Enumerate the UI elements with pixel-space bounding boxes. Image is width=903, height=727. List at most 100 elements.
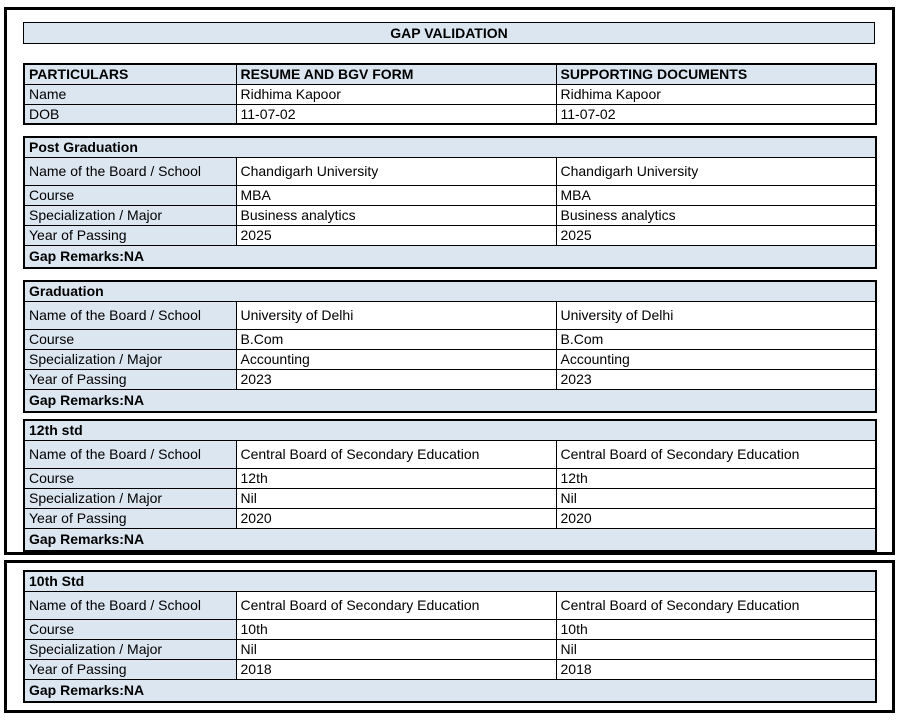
- table-row: Specialization / Major Business analytic…: [23, 204, 877, 226]
- board-resume-value: Central Board of Secondary Education: [235, 590, 557, 620]
- field-label-year: Year of Passing: [23, 368, 237, 390]
- field-label-board: Name of the Board / School: [23, 156, 237, 186]
- table-row: Specialization / Major Nil Nil: [23, 487, 877, 509]
- year-supporting-value: 2025: [555, 224, 877, 246]
- table-row: Name of the Board / School Central Board…: [23, 590, 877, 620]
- table-row: DOB 11-07-02 11-07-02: [23, 103, 877, 125]
- field-label-board: Name of the Board / School: [23, 300, 237, 330]
- column-header-particulars: PARTICULARS: [23, 63, 237, 85]
- specialization-supporting-value: Business analytics: [555, 204, 877, 226]
- specialization-supporting-value: Nil: [555, 638, 877, 660]
- field-label-dob: DOB: [23, 103, 237, 125]
- year-resume-value: 2020: [235, 507, 557, 529]
- table-row: Specialization / Major Accounting Accoun…: [23, 348, 877, 370]
- table-row: Specialization / Major Nil Nil: [23, 638, 877, 660]
- page-title: GAP VALIDATION: [23, 22, 875, 44]
- field-label-name: Name: [23, 83, 237, 105]
- specialization-resume-value: Nil: [235, 638, 557, 660]
- course-supporting-value: B.Com: [555, 328, 877, 350]
- field-label-year: Year of Passing: [23, 224, 237, 246]
- field-label-board: Name of the Board / School: [23, 439, 237, 469]
- specialization-resume-value: Nil: [235, 487, 557, 509]
- column-header-supporting: SUPPORTING DOCUMENTS: [555, 63, 877, 85]
- board-resume-value: Chandigarh University: [235, 156, 557, 186]
- year-supporting-value: 2018: [555, 658, 877, 680]
- specialization-resume-value: Accounting: [235, 348, 557, 370]
- section-table-12th-std: 12th std Name of the Board / School Cent…: [23, 419, 878, 552]
- board-resume-value: Central Board of Secondary Education: [235, 439, 557, 469]
- section-header-row: Graduation: [23, 280, 877, 302]
- field-label-year: Year of Passing: [23, 658, 237, 680]
- main-document-frame: GAP VALIDATION PARTICULARS RESUME AND BG…: [4, 7, 895, 555]
- table-row: Course 12th 12th: [23, 467, 877, 489]
- board-supporting-value: Central Board of Secondary Education: [555, 439, 877, 469]
- board-resume-value: University of Delhi: [235, 300, 557, 330]
- section-table-10th-std: 10th Std Name of the Board / School Cent…: [23, 570, 878, 703]
- column-header-resume: RESUME AND BGV FORM: [235, 63, 557, 85]
- section-header-row: Post Graduation: [23, 136, 877, 158]
- table-row: Year of Passing 2023 2023: [23, 368, 877, 390]
- gap-remarks: Gap Remarks:NA: [23, 388, 877, 413]
- gap-remarks-row: Gap Remarks:NA: [23, 527, 877, 552]
- course-resume-value: MBA: [235, 184, 557, 206]
- name-supporting-value: Ridhima Kapoor: [555, 83, 877, 105]
- course-supporting-value: 10th: [555, 618, 877, 640]
- year-supporting-value: 2020: [555, 507, 877, 529]
- course-resume-value: 10th: [235, 618, 557, 640]
- year-resume-value: 2018: [235, 658, 557, 680]
- table-row: Year of Passing 2018 2018: [23, 658, 877, 680]
- board-supporting-value: Central Board of Secondary Education: [555, 590, 877, 620]
- table-header-row: PARTICULARS RESUME AND BGV FORM SUPPORTI…: [23, 63, 877, 85]
- course-supporting-value: 12th: [555, 467, 877, 489]
- field-label-course: Course: [23, 184, 237, 206]
- course-resume-value: 12th: [235, 467, 557, 489]
- name-resume-value: Ridhima Kapoor: [235, 83, 557, 105]
- specialization-resume-value: Business analytics: [235, 204, 557, 226]
- year-supporting-value: 2023: [555, 368, 877, 390]
- field-label-course: Course: [23, 467, 237, 489]
- field-label-specialization: Specialization / Major: [23, 204, 237, 226]
- table-row: Name of the Board / School Chandigarh Un…: [23, 156, 877, 186]
- field-label-course: Course: [23, 618, 237, 640]
- course-supporting-value: MBA: [555, 184, 877, 206]
- table-row: Year of Passing 2020 2020: [23, 507, 877, 529]
- section-title: 12th std: [23, 419, 877, 441]
- tenth-std-document-frame: 10th Std Name of the Board / School Cent…: [4, 560, 895, 713]
- gap-remarks: Gap Remarks:NA: [23, 678, 877, 703]
- year-resume-value: 2025: [235, 224, 557, 246]
- specialization-supporting-value: Accounting: [555, 348, 877, 370]
- table-row: Name of the Board / School Central Board…: [23, 439, 877, 469]
- gap-remarks-row: Gap Remarks:NA: [23, 678, 877, 703]
- section-header-row: 12th std: [23, 419, 877, 441]
- section-table-post-graduation: Post Graduation Name of the Board / Scho…: [23, 136, 878, 269]
- board-supporting-value: University of Delhi: [555, 300, 877, 330]
- table-row: Name Ridhima Kapoor Ridhima Kapoor: [23, 83, 877, 105]
- dob-supporting-value: 11-07-02: [555, 103, 877, 125]
- section-title: 10th Std: [23, 570, 877, 592]
- table-row: Year of Passing 2025 2025: [23, 224, 877, 246]
- specialization-supporting-value: Nil: [555, 487, 877, 509]
- table-row: Course B.Com B.Com: [23, 328, 877, 350]
- course-resume-value: B.Com: [235, 328, 557, 350]
- section-header-row: 10th Std: [23, 570, 877, 592]
- gap-remarks-row: Gap Remarks:NA: [23, 388, 877, 413]
- table-row: Name of the Board / School University of…: [23, 300, 877, 330]
- field-label-course: Course: [23, 328, 237, 350]
- field-label-year: Year of Passing: [23, 507, 237, 529]
- gap-remarks: Gap Remarks:NA: [23, 527, 877, 552]
- table-row: Course 10th 10th: [23, 618, 877, 640]
- dob-resume-value: 11-07-02: [235, 103, 557, 125]
- field-label-specialization: Specialization / Major: [23, 487, 237, 509]
- field-label-specialization: Specialization / Major: [23, 348, 237, 370]
- personal-table: PARTICULARS RESUME AND BGV FORM SUPPORTI…: [23, 63, 877, 125]
- section-title: Post Graduation: [23, 136, 877, 158]
- gap-remarks-row: Gap Remarks:NA: [23, 244, 877, 269]
- table-row: Course MBA MBA: [23, 184, 877, 206]
- gap-remarks: Gap Remarks:NA: [23, 244, 877, 269]
- field-label-specialization: Specialization / Major: [23, 638, 237, 660]
- section-table-graduation: Graduation Name of the Board / School Un…: [23, 280, 878, 413]
- section-title: Graduation: [23, 280, 877, 302]
- board-supporting-value: Chandigarh University: [555, 156, 877, 186]
- field-label-board: Name of the Board / School: [23, 590, 237, 620]
- year-resume-value: 2023: [235, 368, 557, 390]
